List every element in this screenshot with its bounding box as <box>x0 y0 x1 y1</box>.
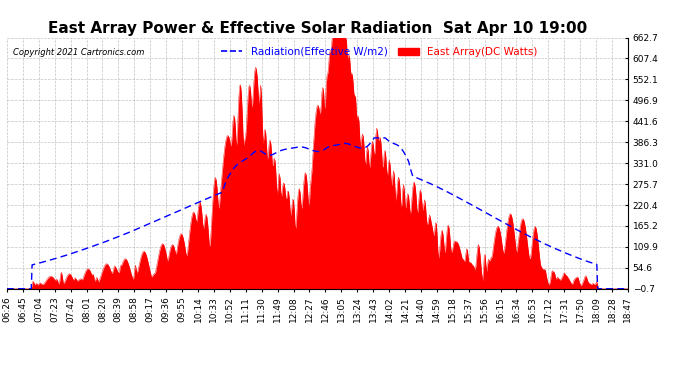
Text: Copyright 2021 Cartronics.com: Copyright 2021 Cartronics.com <box>13 48 144 57</box>
Legend: Radiation(Effective W/m2), East Array(DC Watts): Radiation(Effective W/m2), East Array(DC… <box>217 43 542 61</box>
Title: East Array Power & Effective Solar Radiation  Sat Apr 10 19:00: East Array Power & Effective Solar Radia… <box>48 21 587 36</box>
